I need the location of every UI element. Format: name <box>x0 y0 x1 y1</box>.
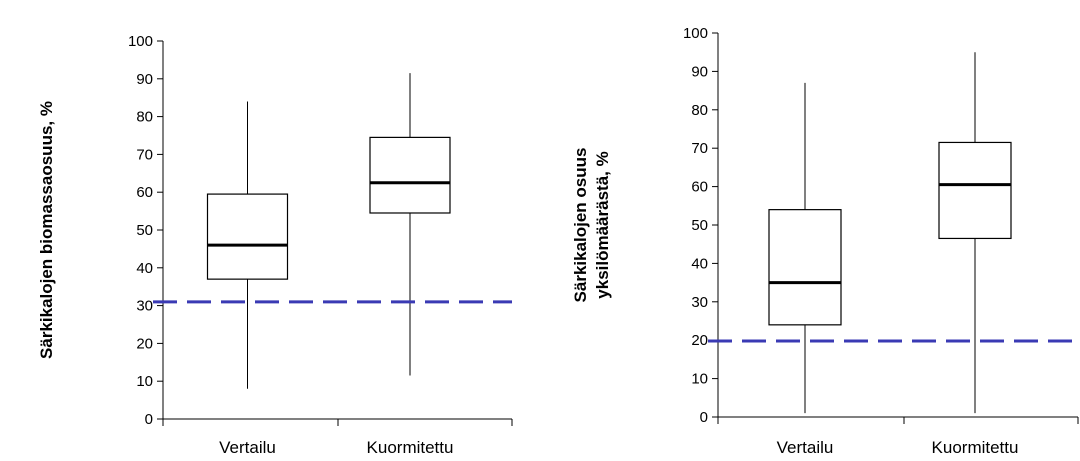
y-tick-label: 100 <box>128 33 153 50</box>
box-iqr <box>938 141 1012 240</box>
y-tick-label: 30 <box>136 298 153 315</box>
y-axis-title: yksilömäärästä, % <box>593 151 612 298</box>
x-category-label: Kuormitettu <box>367 438 454 457</box>
y-tick-label: 0 <box>145 411 153 428</box>
y-tick-label: 30 <box>691 294 708 311</box>
y-tick-label: 10 <box>691 371 708 388</box>
y-tick-label: 0 <box>700 409 708 426</box>
y-tick-label: 50 <box>136 222 153 239</box>
y-tick-label: 50 <box>691 217 708 234</box>
box-iqr <box>206 193 289 280</box>
x-category-label: Vertailu <box>219 438 276 457</box>
y-tick-label: 100 <box>683 25 708 42</box>
y-tick-label: 20 <box>691 332 708 349</box>
y-tick-label: 80 <box>136 109 153 126</box>
y-tick-label: 10 <box>136 373 153 390</box>
chart-biomass-share: 0 10 20 30 40 50 60 70 80 90 100 Särkikalojen bioma… <box>37 33 513 457</box>
box-iqr <box>369 136 451 214</box>
y-tick-label: 60 <box>691 179 708 196</box>
chart-individual-count-share: 0 10 20 30 40 50 60 70 80 90 100 Särkikalojen osuus… <box>571 25 1080 457</box>
x-category-label: Vertailu <box>777 438 834 457</box>
box-iqr <box>768 209 842 326</box>
y-tick-label: 40 <box>691 255 708 272</box>
y-tick-label: 90 <box>136 71 153 88</box>
x-category-label: Kuormitettu <box>932 438 1019 457</box>
y-axis-title: Särkikalojen biomassaosuus, % <box>37 101 56 359</box>
y-tick-label: 90 <box>691 63 708 80</box>
y-tick-label: 70 <box>136 146 153 163</box>
y-tick-label: 20 <box>136 335 153 352</box>
y-tick-label: 80 <box>691 102 708 119</box>
y-tick-label: 70 <box>691 140 708 157</box>
y-tick-label: 60 <box>136 184 153 201</box>
y-axis-title: Särkikalojen osuus <box>571 148 590 303</box>
y-tick-label: 40 <box>136 260 153 277</box>
